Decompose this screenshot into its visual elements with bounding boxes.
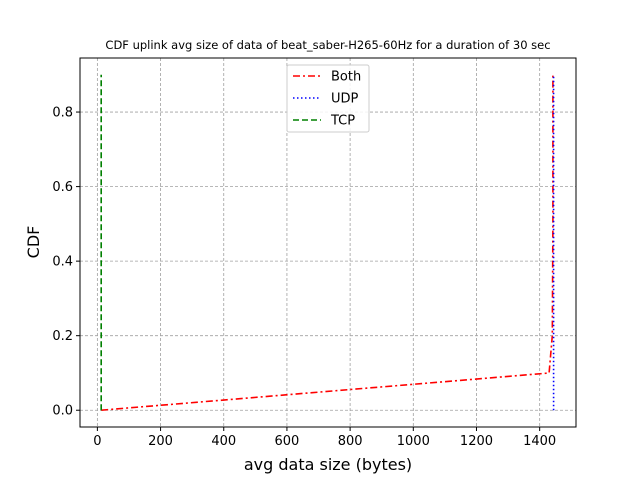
- y-tick-label: 0.6: [52, 180, 73, 195]
- legend-label-both: Both: [331, 70, 361, 85]
- plot-frame: [79, 57, 577, 428]
- y-axis: 0.0 0.2 0.4 0.6 0.8: [52, 106, 80, 419]
- y-tick-label: 0.8: [52, 106, 73, 121]
- legend-label-udp: UDP: [331, 92, 359, 107]
- y-tick-label: 0.2: [52, 329, 73, 344]
- x-axis-title: avg data size (bytes): [244, 455, 412, 474]
- legend: Both UDP TCP: [286, 64, 370, 133]
- x-tick-label: 1400: [523, 434, 556, 449]
- y-tick-label: 0.0: [52, 404, 73, 419]
- x-tick-label: 1200: [460, 434, 493, 449]
- x-tick-label: 600: [275, 434, 300, 449]
- legend-label-tcp: TCP: [330, 114, 355, 129]
- x-axis: 0 200 400 600 800 1000 1200 1400: [93, 427, 556, 449]
- x-tick-label: 0: [93, 434, 101, 449]
- series-layer: [100, 74, 555, 411]
- y-axis-title: CDF: [24, 226, 43, 259]
- chart-title: CDF uplink avg size of data of beat_sabe…: [105, 38, 550, 52]
- x-tick-label: 1000: [397, 434, 430, 449]
- x-tick-label: 800: [338, 434, 363, 449]
- y-tick-label: 0.4: [52, 255, 73, 270]
- legend-box: [286, 64, 370, 133]
- x-tick-label: 400: [211, 434, 236, 449]
- x-tick-label: 200: [148, 434, 173, 449]
